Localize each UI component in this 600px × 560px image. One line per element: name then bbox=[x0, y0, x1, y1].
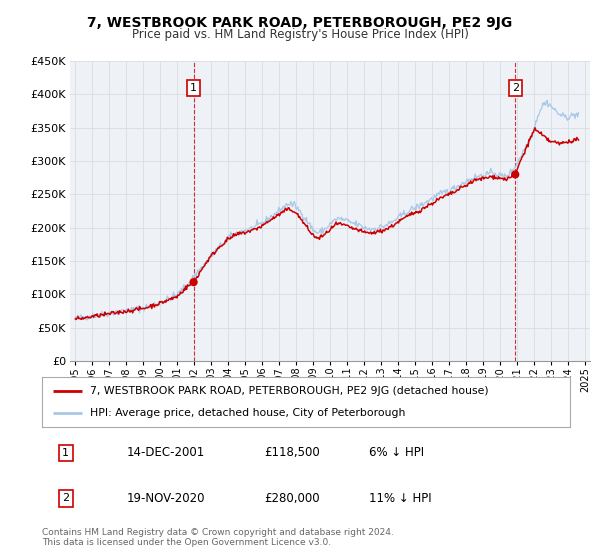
Text: 7, WESTBROOK PARK ROAD, PETERBOROUGH, PE2 9JG: 7, WESTBROOK PARK ROAD, PETERBOROUGH, PE… bbox=[88, 16, 512, 30]
Text: 6% ↓ HPI: 6% ↓ HPI bbox=[370, 446, 424, 459]
Text: HPI: Average price, detached house, City of Peterborough: HPI: Average price, detached house, City… bbox=[89, 408, 405, 418]
Text: 19-NOV-2020: 19-NOV-2020 bbox=[127, 492, 205, 505]
Text: £280,000: £280,000 bbox=[264, 492, 319, 505]
Text: 1: 1 bbox=[62, 448, 69, 458]
Text: 2: 2 bbox=[512, 83, 519, 93]
Text: Contains HM Land Registry data © Crown copyright and database right 2024.
This d: Contains HM Land Registry data © Crown c… bbox=[42, 528, 394, 547]
Text: £118,500: £118,500 bbox=[264, 446, 320, 459]
Text: 11% ↓ HPI: 11% ↓ HPI bbox=[370, 492, 432, 505]
Text: 14-DEC-2001: 14-DEC-2001 bbox=[127, 446, 205, 459]
Text: Price paid vs. HM Land Registry's House Price Index (HPI): Price paid vs. HM Land Registry's House … bbox=[131, 28, 469, 41]
Text: 7, WESTBROOK PARK ROAD, PETERBOROUGH, PE2 9JG (detached house): 7, WESTBROOK PARK ROAD, PETERBOROUGH, PE… bbox=[89, 386, 488, 396]
Point bbox=[189, 278, 199, 287]
Text: 1: 1 bbox=[190, 83, 197, 93]
Point bbox=[511, 170, 520, 179]
Text: 2: 2 bbox=[62, 493, 70, 503]
